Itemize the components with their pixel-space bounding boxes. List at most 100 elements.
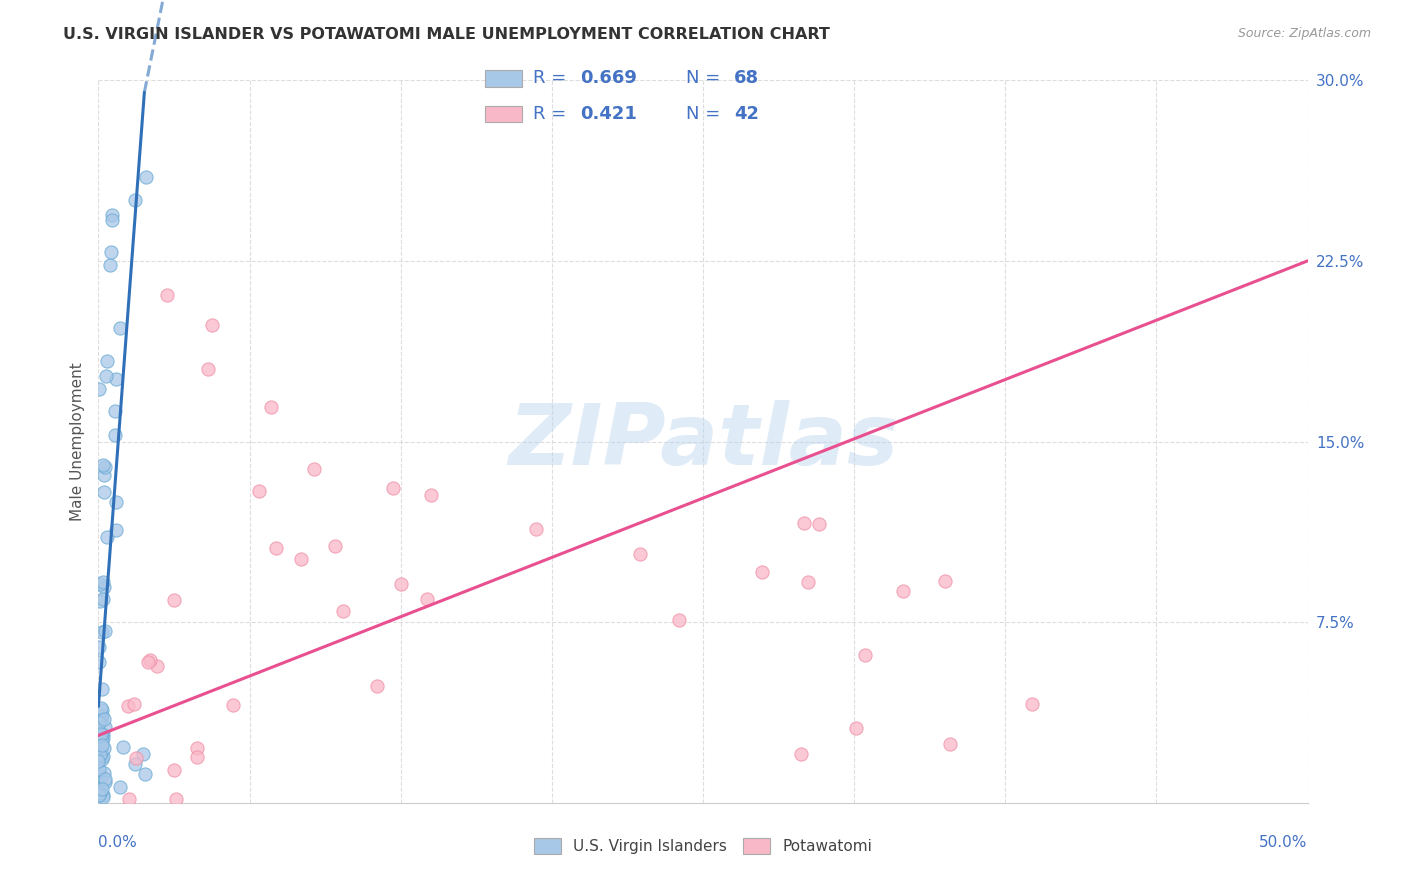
Point <box>94 368 117 383</box>
Point <box>135 169 157 184</box>
Point <box>104 495 127 509</box>
Point <box>186 750 208 764</box>
Point <box>93 774 115 789</box>
Point <box>125 751 148 765</box>
Point <box>87 640 110 654</box>
Point <box>668 614 690 628</box>
Point <box>117 699 139 714</box>
Point <box>90 712 112 726</box>
Point <box>91 739 114 753</box>
Point <box>808 516 831 531</box>
Text: N =: N = <box>686 105 727 123</box>
Point <box>100 245 122 260</box>
Point <box>93 712 115 726</box>
Point <box>94 720 117 734</box>
Point <box>91 625 114 640</box>
Point <box>104 524 127 538</box>
Text: 42: 42 <box>734 105 759 123</box>
Point <box>163 763 186 777</box>
Point <box>524 523 547 537</box>
Point <box>96 354 118 368</box>
Point <box>260 400 283 414</box>
Point <box>163 592 186 607</box>
Point <box>389 577 412 591</box>
Point <box>87 382 110 396</box>
Point <box>91 788 114 802</box>
Point <box>89 747 111 762</box>
Point <box>91 591 114 606</box>
Point <box>247 483 270 498</box>
Point <box>939 737 962 751</box>
Point <box>122 698 145 712</box>
Point <box>90 746 112 760</box>
Text: R =: R = <box>533 105 572 123</box>
Point <box>89 577 111 591</box>
Point <box>132 747 155 761</box>
Point <box>90 740 112 755</box>
Point <box>751 565 773 579</box>
Point <box>934 574 956 588</box>
Point <box>134 766 156 780</box>
Point <box>89 715 111 730</box>
Point <box>89 786 111 800</box>
Point <box>91 752 114 766</box>
Point <box>100 258 122 272</box>
Point <box>139 653 162 667</box>
Point <box>165 792 187 806</box>
Point <box>89 769 111 783</box>
Point <box>90 729 112 743</box>
Point <box>201 318 224 332</box>
Point <box>91 458 114 472</box>
Point <box>93 484 115 499</box>
Point <box>93 765 115 780</box>
Point <box>628 548 651 562</box>
Point <box>104 404 127 418</box>
Y-axis label: Male Unemployment: Male Unemployment <box>69 362 84 521</box>
Point <box>90 734 112 748</box>
Point <box>101 208 124 222</box>
Point <box>91 727 114 741</box>
Point <box>332 604 354 618</box>
Point <box>91 748 114 763</box>
Point <box>93 581 115 595</box>
Text: U.S. VIRGIN ISLANDER VS POTAWATOMI MALE UNEMPLOYMENT CORRELATION CHART: U.S. VIRGIN ISLANDER VS POTAWATOMI MALE … <box>63 27 830 42</box>
Point <box>325 539 347 553</box>
Text: R =: R = <box>533 70 572 87</box>
Point <box>108 321 131 335</box>
Point <box>197 362 219 376</box>
Point <box>264 541 287 556</box>
Point <box>845 722 868 736</box>
Point <box>93 740 115 755</box>
Text: Source: ZipAtlas.com: Source: ZipAtlas.com <box>1237 27 1371 40</box>
Text: 0.0%: 0.0% <box>98 835 138 850</box>
Point <box>96 530 118 544</box>
Point <box>91 707 114 722</box>
Point <box>156 287 179 301</box>
Point <box>87 754 110 768</box>
Legend: U.S. Virgin Islanders, Potawatomi: U.S. Virgin Islanders, Potawatomi <box>527 832 879 860</box>
Point <box>419 488 441 502</box>
Point <box>302 462 325 476</box>
Point <box>382 481 405 495</box>
Point <box>186 740 208 755</box>
Point <box>124 757 146 772</box>
Point <box>90 682 112 697</box>
Point <box>91 703 114 717</box>
Point <box>136 655 159 669</box>
Point <box>87 713 110 727</box>
Point <box>100 213 122 227</box>
Point <box>87 725 110 739</box>
Text: 68: 68 <box>734 70 759 87</box>
Point <box>112 739 135 754</box>
Bar <box>485 106 522 122</box>
Point <box>94 459 117 474</box>
Point <box>91 781 114 796</box>
Point <box>91 575 114 590</box>
Point <box>222 698 245 713</box>
Point <box>91 731 114 745</box>
Point <box>108 780 131 794</box>
Point <box>853 648 876 663</box>
Point <box>93 468 115 483</box>
Point <box>90 727 112 741</box>
Text: N =: N = <box>686 70 727 87</box>
